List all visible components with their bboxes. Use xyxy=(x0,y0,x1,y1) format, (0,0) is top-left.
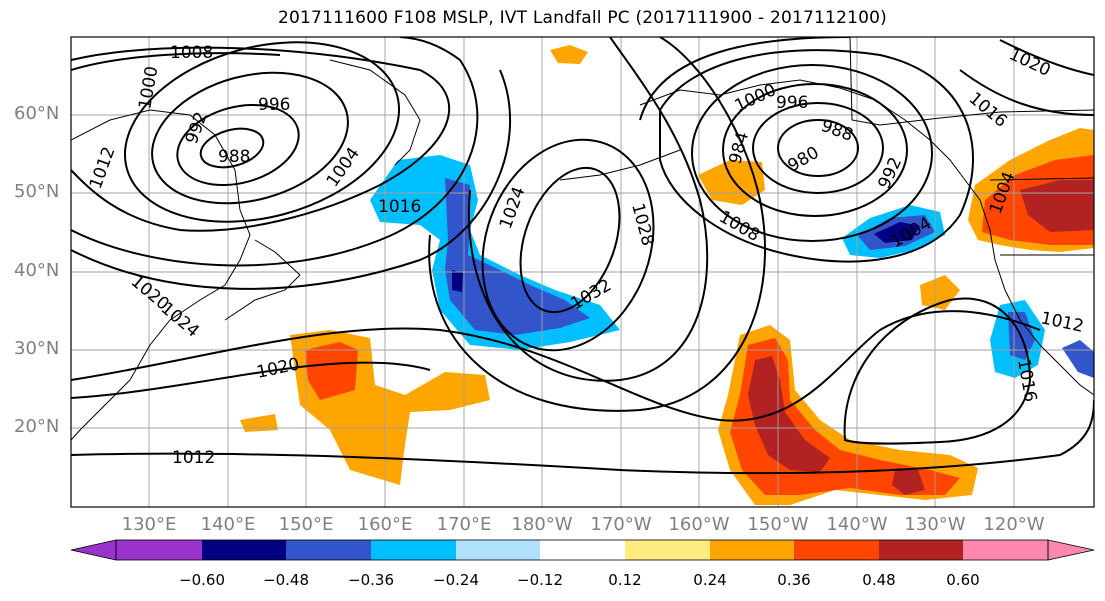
contour-label: 1008 xyxy=(716,207,763,246)
colorbar-segment xyxy=(879,540,963,560)
lat-label-20n: 20°N xyxy=(14,416,60,437)
map-frame xyxy=(70,36,1095,508)
lon-label-160e: 160°E xyxy=(357,514,413,535)
colorbar-segment xyxy=(456,540,540,560)
contour-label: 996 xyxy=(776,93,808,113)
contour-label: 1024 xyxy=(496,184,530,231)
small-positive-2 xyxy=(550,45,588,64)
contour-label: 1020 xyxy=(1006,44,1054,80)
small-positive-3 xyxy=(240,414,278,432)
gulf-positive xyxy=(698,160,765,205)
gulf-negative-peak xyxy=(874,222,920,243)
colorbar-segment xyxy=(625,540,710,560)
colorbar-tick-label: 0.60 xyxy=(946,571,980,589)
lat-label-40n: 40°N xyxy=(14,260,60,281)
east-positive-plume-peak-2 xyxy=(892,470,925,495)
map-title: 2017111600 F108 MSLP, IVT Landfall PC (2… xyxy=(278,8,887,28)
colorbar-segment xyxy=(202,540,286,560)
lon-label-170w: 170°W xyxy=(590,514,652,535)
colorbar-tick-label: −0.24 xyxy=(433,571,479,589)
colorbar-tick-label: 0.36 xyxy=(777,571,811,589)
lat-label-30n: 30°N xyxy=(14,338,60,359)
contour-label: 1016 xyxy=(965,89,1011,132)
contour-label: 988 xyxy=(218,147,250,167)
subtropical-positive-west-core xyxy=(305,342,358,400)
lon-label-130w: 130°W xyxy=(904,514,966,535)
colorbar-segment xyxy=(286,540,371,560)
lon-label-150e: 150°E xyxy=(278,514,334,535)
colorbar-max-extension xyxy=(1047,539,1095,561)
lat-label-60n: 60°N xyxy=(14,103,60,124)
contour-label: 1008 xyxy=(170,43,213,63)
colorbar-tick-label: 0.12 xyxy=(608,571,642,589)
lat-label-50n: 50°N xyxy=(14,181,60,202)
contour-label: 1020 xyxy=(255,354,301,383)
colorbar-tick-label: 0.48 xyxy=(862,571,896,589)
colorbar-segment xyxy=(963,540,1048,560)
mslp-contours xyxy=(71,37,1094,475)
contour-label: 1004 xyxy=(323,144,364,191)
colorbar-segment xyxy=(710,540,794,560)
colorbar-segment xyxy=(116,540,202,560)
coast-negative xyxy=(1062,340,1094,378)
lon-label-130e: 130°E xyxy=(121,514,177,535)
lon-label-160w: 160°W xyxy=(668,514,730,535)
contour-label: 996 xyxy=(258,95,290,115)
colorbar-tick-label: −0.60 xyxy=(179,571,225,589)
contour-label: 1024 xyxy=(157,299,203,342)
contour-label: 1016 xyxy=(378,197,421,217)
lon-label-150w: 150°W xyxy=(747,514,809,535)
contour-label: 1012 xyxy=(86,144,120,191)
lon-label-140e: 140°E xyxy=(200,514,256,535)
contour-label: 980 xyxy=(785,143,823,177)
colorbar-min-extension xyxy=(70,539,117,561)
negative-anomaly-core xyxy=(445,178,590,335)
colorbar-segment xyxy=(371,540,456,560)
colorbar-tick-label: −0.48 xyxy=(263,571,309,589)
lon-label-170e: 170°E xyxy=(436,514,492,535)
contour-label: 988 xyxy=(818,116,855,146)
colorbar-tick-label: 0.24 xyxy=(693,571,727,589)
colorbar-segment xyxy=(540,540,625,560)
lon-label-120w: 120°W xyxy=(983,514,1045,535)
colorbar-segment xyxy=(794,540,879,560)
colorbar-tick-label: −0.12 xyxy=(517,571,563,589)
colorbar-tick-label: −0.36 xyxy=(348,571,394,589)
colorbar-outline xyxy=(115,539,1049,561)
contour-label: 1028 xyxy=(627,201,658,248)
contour-label: 1000 xyxy=(135,65,162,111)
contour-label: 1012 xyxy=(1039,308,1085,337)
east-positive-plume-peak xyxy=(748,356,830,472)
lon-label-140w: 140°W xyxy=(826,514,888,535)
contour-label: 1000 xyxy=(732,80,780,116)
small-positive-1 xyxy=(920,275,960,310)
contour-label: 1012 xyxy=(172,448,215,468)
graticule xyxy=(71,37,1094,507)
lon-label-180w: 180°W xyxy=(511,514,573,535)
ivt-shading xyxy=(240,45,1094,505)
negative-anomaly-peak xyxy=(452,270,463,292)
colorbar xyxy=(70,539,1095,561)
